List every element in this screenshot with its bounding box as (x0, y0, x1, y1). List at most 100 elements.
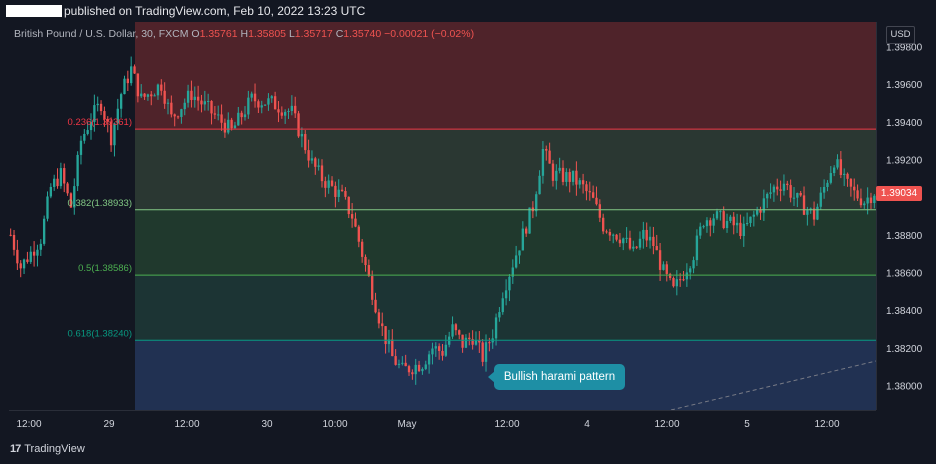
candle (514, 245, 518, 269)
candle (96, 96, 99, 112)
candle (166, 98, 170, 115)
time-axis[interactable]: 12:00 29 12:00 30 10:00 May 12:00 4 12:00 5 12:00 (9, 410, 876, 440)
time-tick-label: 29 (103, 419, 115, 430)
price-chart[interactable]: 0.236(1.39361) 0.382(1.38933) 0.5(1.38586)… (9, 22, 876, 410)
price-tick-label: 1.39600 (886, 80, 923, 91)
candle (786, 180, 789, 191)
candle (404, 354, 407, 367)
candle (558, 157, 561, 174)
fib-level-label: 0.382(1.38933) (68, 198, 132, 209)
price-tick-label: 1.38200 (886, 344, 923, 355)
candle (504, 279, 508, 306)
candle (454, 323, 458, 336)
candle (745, 212, 749, 226)
candle (307, 139, 310, 168)
candle (277, 101, 280, 123)
candle (230, 117, 233, 131)
candle (769, 183, 772, 199)
open-value: 1.35761 (199, 28, 238, 40)
price-tick-label: 1.39400 (886, 118, 923, 129)
tradingview-logo-icon: 17 (10, 443, 21, 455)
candle (213, 106, 217, 120)
time-axis-border (9, 410, 876, 411)
candle (39, 239, 42, 256)
candle (210, 100, 213, 125)
symbol-name: British Pound / U.S. Dollar, 30, FXCM (14, 28, 189, 40)
candle (86, 121, 89, 136)
candle (287, 108, 290, 119)
candle (692, 256, 695, 274)
candle (314, 156, 317, 175)
candle (421, 367, 424, 375)
candle (755, 206, 759, 217)
candle (709, 217, 712, 237)
candle (853, 178, 856, 201)
candle (766, 192, 769, 209)
candle (32, 241, 36, 267)
fib-zone (135, 275, 876, 341)
candle (203, 90, 206, 111)
candle (49, 183, 53, 199)
candle (846, 172, 849, 187)
candle (69, 192, 73, 208)
candle (310, 150, 314, 164)
candle (829, 166, 832, 185)
candle (843, 168, 846, 187)
candle (143, 93, 146, 100)
candle (126, 70, 130, 91)
candle (776, 178, 779, 196)
candle (792, 187, 796, 206)
candle (712, 213, 715, 234)
candle (270, 95, 273, 103)
candle (350, 203, 354, 228)
candle (22, 258, 26, 275)
candle (832, 165, 836, 177)
fib-zone (135, 129, 876, 210)
candle (511, 259, 514, 284)
time-tick-label: 12:00 (16, 419, 41, 430)
candle (89, 113, 93, 140)
candle (591, 185, 595, 199)
candle (381, 312, 384, 336)
candle (253, 83, 257, 108)
candle (668, 272, 672, 281)
candle (417, 360, 421, 373)
candle (869, 192, 873, 210)
candle (411, 369, 414, 380)
candle (655, 234, 658, 251)
candle (689, 266, 692, 280)
candle (739, 214, 742, 240)
candle (394, 349, 397, 366)
candle (548, 142, 551, 164)
candle (320, 159, 324, 188)
candle (437, 343, 441, 360)
candle (217, 105, 220, 121)
candle (518, 250, 521, 264)
candle (551, 159, 555, 187)
price-tick-label: 1.39200 (886, 155, 923, 166)
candle (160, 79, 163, 96)
candle (715, 208, 719, 221)
candle (297, 110, 300, 138)
candle (83, 128, 86, 144)
candle (113, 122, 116, 157)
candle (56, 168, 59, 189)
candle (508, 274, 511, 302)
candle (401, 356, 404, 366)
candle (391, 329, 394, 357)
candle (360, 239, 364, 263)
candle (106, 116, 109, 133)
redacted-author (6, 5, 62, 17)
low-value: 1.35717 (294, 28, 333, 40)
candle (836, 154, 839, 170)
candle (146, 93, 150, 101)
harami-annotation[interactable]: Bullish harami pattern (494, 364, 625, 390)
candle (364, 254, 367, 272)
candle (119, 92, 123, 118)
price-axis[interactable]: 1.398001.396001.394001.392001.390001.388… (876, 22, 936, 410)
currency-button[interactable]: USD (886, 26, 915, 44)
candle (414, 358, 417, 385)
candle (186, 84, 190, 108)
price-tick-label: 1.38400 (886, 306, 923, 317)
candle (605, 229, 608, 234)
